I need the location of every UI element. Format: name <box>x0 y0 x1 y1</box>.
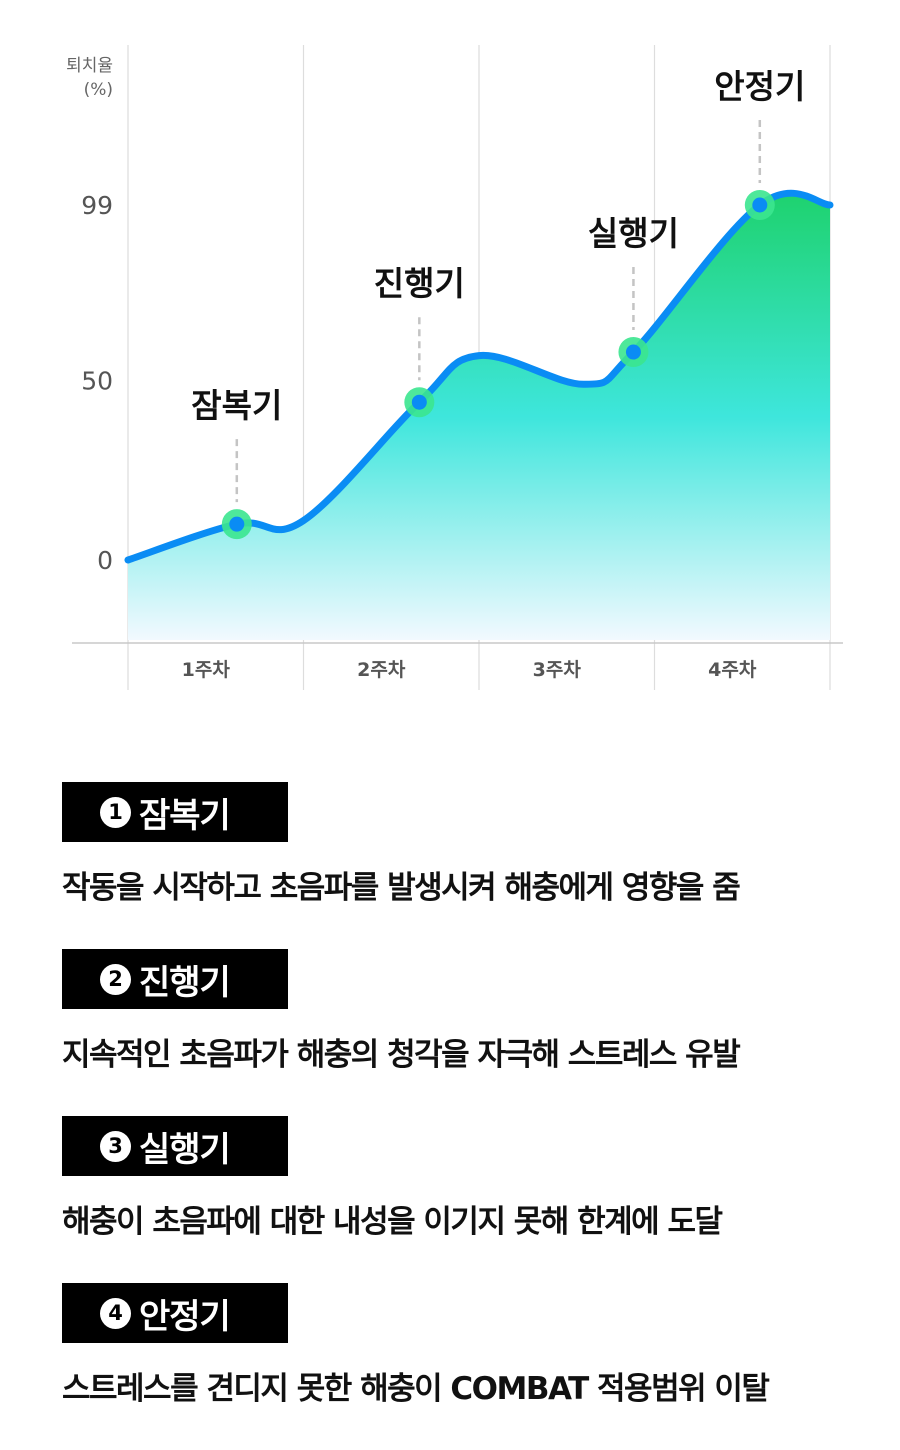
phase-item: 4 안정기 스트레스를 견디지 못한 해충이 COMBAT 적용범위 이탈 <box>62 1283 862 1450</box>
y-tick-label: 99 <box>81 191 113 220</box>
phase-item: 1 잠복기 작동을 시작하고 초음파를 발생시켜 해충에게 영향을 줌 <box>62 782 862 949</box>
x-tick-label: 3주차 <box>533 659 582 681</box>
x-tick-label: 4주차 <box>708 659 757 681</box>
phase-title: 잠복기 <box>139 795 231 836</box>
area-fill-layer <box>128 193 830 640</box>
phase-badge: 4 안정기 <box>62 1283 288 1343</box>
data-point <box>625 344 641 360</box>
annotation-layer: 잠복기 진행기 실행기 안정기 <box>191 67 805 540</box>
y-tick-label: 50 <box>81 367 113 396</box>
phase-description: 해충이 초음파에 대한 내성을 이기지 못해 한계에 도달 <box>62 1204 723 1240</box>
phase-number-circle: 2 <box>100 963 131 995</box>
phase-description: 작동을 시작하고 초음파를 발생시켜 해충에게 영향을 줌 <box>62 870 741 906</box>
data-point <box>752 197 768 213</box>
series-line <box>124 189 834 564</box>
y-tick-label: 0 <box>97 546 113 575</box>
phase-item: 2 진행기 지속적인 초음파가 해충의 청각을 자극해 스트레스 유발 <box>62 949 862 1116</box>
chart: 잠복기 진행기 실행기 안정기 퇴치율 (%) 99 50 0 1주차 2주차 3주차 4주차 <box>66 45 843 690</box>
line-layer <box>124 189 834 564</box>
annotation-label: 진행기 <box>374 264 465 303</box>
phase-description: 지속적인 초음파가 해충의 청각을 자극해 스트레스 유발 <box>62 1037 741 1073</box>
phase-description: 스트레스를 견디지 못한 해충이 COMBAT 적용범위 이탈 <box>62 1371 770 1407</box>
phase-title: 안정기 <box>139 1296 231 1337</box>
annotation-label: 잠복기 <box>191 386 282 425</box>
x-tick-label: 2주차 <box>357 659 406 681</box>
phase-list: 1 잠복기 작동을 시작하고 초음파를 발생시켜 해충에게 영향을 줌 2 진행… <box>62 782 862 1450</box>
axis-layer: 퇴치율 (%) 99 50 0 1주차 2주차 3주차 4주차 <box>66 56 757 681</box>
phase-badge: 3 실행기 <box>62 1116 288 1176</box>
annotation-label: 안정기 <box>714 67 805 106</box>
annotation-label: 실행기 <box>588 214 679 253</box>
data-point <box>411 394 427 410</box>
phase-badge: 1 잠복기 <box>62 782 288 842</box>
phase-number-circle: 4 <box>100 1297 131 1329</box>
phase-number-circle: 1 <box>100 796 131 828</box>
x-tick-label: 1주차 <box>182 659 231 681</box>
phase-item: 3 실행기 해충이 초음파에 대한 내성을 이기지 못해 한계에 도달 <box>62 1116 862 1283</box>
phase-number-circle: 3 <box>100 1130 131 1162</box>
data-point <box>229 516 245 532</box>
y-axis-unit: (%) <box>84 80 113 100</box>
phase-title: 실행기 <box>139 1129 231 1170</box>
phase-badge: 2 진행기 <box>62 949 288 1009</box>
area-fill <box>128 193 830 640</box>
phase-title: 진행기 <box>139 962 231 1003</box>
y-axis-label: 퇴치율 <box>66 56 113 76</box>
